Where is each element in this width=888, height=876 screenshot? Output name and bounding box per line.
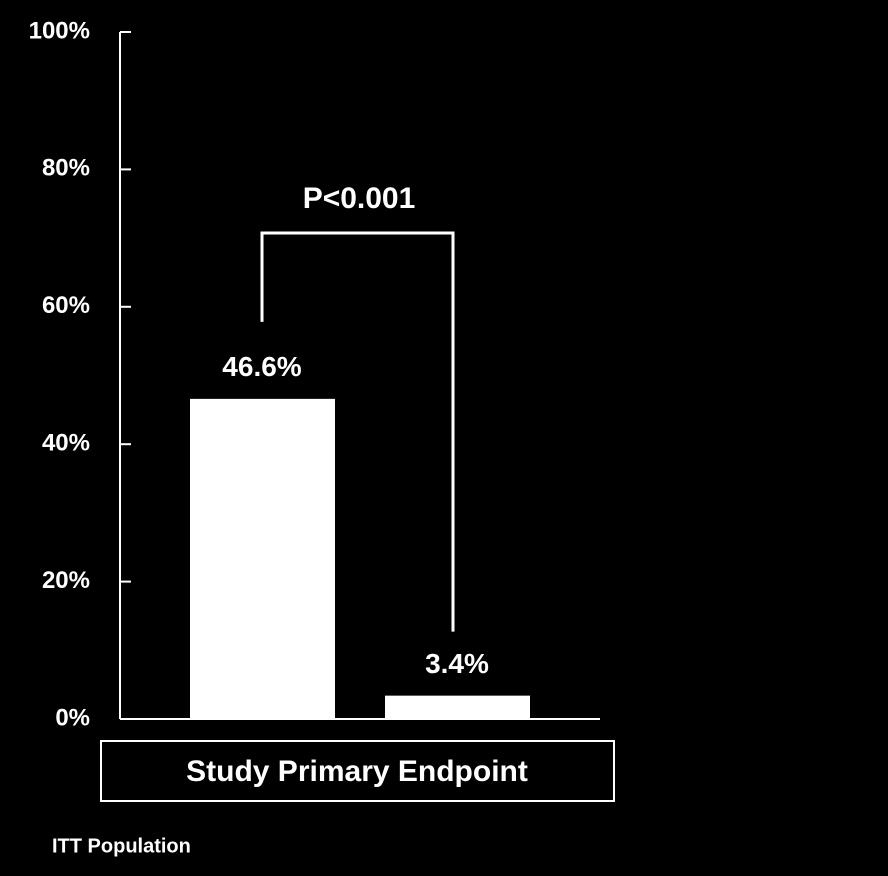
bar [385,695,530,719]
x-label-box [100,740,615,802]
y-tick-label: 20% [42,567,90,594]
value-label: 46.6% [222,351,301,382]
y-tick-label: 0% [55,704,90,731]
significance-bracket [260,231,455,632]
annotation: P<0.001 [303,182,416,215]
bar [190,398,335,719]
footnote: ITT Population [52,835,191,857]
value-label: 3.4% [425,648,489,679]
y-tick-label: 100% [29,17,90,44]
y-tick-label: 60% [42,292,90,319]
x-axis-label: Study Primary Endpoint [186,755,528,788]
y-tick-label: 80% [42,155,90,182]
y-tick-label: 40% [42,430,90,457]
